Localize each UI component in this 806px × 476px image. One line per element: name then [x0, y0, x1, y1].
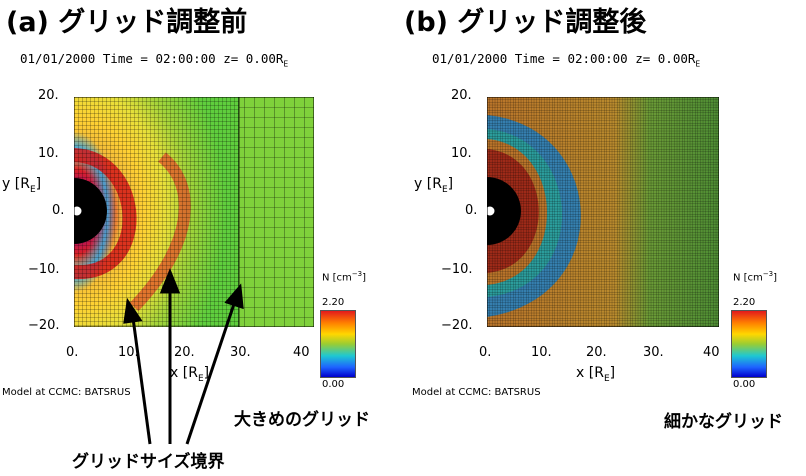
panel-b-ytick-5: −20.: [441, 318, 473, 333]
panel-b-xtick-2: 10.: [531, 345, 552, 360]
panel-a-credit: Model at CCMC: BATSRUS: [2, 387, 131, 398]
panel-a-colorbar-unit-text: N [cm: [322, 272, 352, 284]
panel-a-xlabel-text: x [R: [170, 365, 198, 381]
panel-a-xtick-1: 0.: [66, 345, 79, 360]
panel-b-ylabel-text: y [R: [414, 176, 442, 192]
panel-b-ytick-4: −10.: [441, 262, 473, 277]
panel-a-colorbar-max: 2.20: [322, 297, 345, 308]
panel-b-ylabel: y [RE]: [414, 176, 454, 195]
panel-b-colorbar-unit: N [cm−3]: [733, 270, 778, 284]
panel-b-xtick-4: 30.: [643, 345, 664, 360]
panel-b-ytick-3: 0.: [465, 203, 478, 218]
panel-b-z-sub: E: [695, 59, 701, 69]
panel-b-colorbar-min: 0.00: [733, 379, 756, 390]
panel-b-earth-marker: [487, 205, 496, 217]
panel-b-colorbar: [731, 310, 767, 378]
panel-b-date-time: 01/01/2000 Time = 02:00:00: [432, 51, 628, 66]
arrow-3-shaft: [185, 303, 236, 445]
panel-a-colorbar: [320, 310, 356, 378]
panel-b-plot: [487, 97, 719, 327]
panel-a-xtick-5: 40: [293, 345, 310, 360]
panel-b-xtick-1: 0.: [479, 345, 492, 360]
panel-a-earth: [74, 178, 107, 244]
panel-b-xlabel-sub: E: [603, 373, 610, 384]
panel-b-ytick-1: 20.: [451, 88, 472, 103]
panel-a-xtick-3: 20.: [174, 345, 195, 360]
annotation-coarse-grid: 大きめのグリッド: [234, 410, 370, 430]
annotation-fine-grid: 細かなグリッド: [664, 412, 783, 432]
panel-a-colorbar-min: 0.00: [322, 379, 345, 390]
panel-a-ytick-4: −10.: [28, 262, 60, 277]
panel-a-ylabel-sub: E: [29, 184, 36, 195]
panel-a-title: (a) グリッド調整前: [6, 7, 248, 38]
panel-b-ytick-2: 10.: [451, 146, 472, 161]
arrow-1-shaft: [131, 317, 152, 445]
panel-a-ylabel-text: y [R: [2, 176, 30, 192]
panel-a-xlabel: x [RE]: [170, 365, 210, 384]
panel-a-z-label: z= 0.00R: [223, 51, 284, 66]
panel-a-colorbar-unit-sup: −3: [351, 270, 363, 278]
arrow-2-head: [159, 267, 181, 294]
panel-b-title: (b) グリッド調整後: [404, 7, 647, 38]
panel-a-earth-marker: [74, 205, 83, 217]
panel-a-ytick-3: 0.: [52, 203, 65, 218]
panel-a-xtick-2: 10.: [118, 345, 139, 360]
panel-a-ytick-2: 10.: [38, 146, 59, 161]
panel-a-ytick-5: −20.: [28, 318, 60, 333]
arrow-3-head: [224, 283, 244, 310]
panel-b-xlabel-text: x [R: [576, 365, 604, 381]
panel-a-ytick-1: 20.: [38, 88, 59, 103]
annotation-grid-boundary: グリッドサイズ境界: [72, 452, 225, 472]
panel-a-date-time: 01/01/2000 Time = 02:00:00: [20, 51, 216, 66]
panel-a-plot: [74, 97, 314, 327]
arrow-1-head: [123, 297, 143, 324]
panel-b-z-label: z= 0.00R: [635, 51, 696, 66]
panel-b-fine-grid: [487, 97, 719, 327]
panel-a-z-sub: E: [283, 59, 289, 69]
panel-a-colorbar-unit: N [cm−3]: [322, 270, 367, 284]
panel-a-subtitle: 01/01/2000 Time = 02:00:00 z= 0.00RE: [20, 51, 288, 69]
panel-b-credit: Model at CCMC: BATSRUS: [412, 387, 541, 398]
panel-a-xlabel-sub: E: [197, 373, 204, 384]
panel-b-xtick-5: 40: [703, 345, 720, 360]
panel-b-ylabel-sub: E: [441, 184, 448, 195]
panel-b-xlabel: x [RE]: [576, 365, 616, 384]
panel-b-xtick-3: 20.: [586, 345, 607, 360]
panel-b-subtitle: 01/01/2000 Time = 02:00:00 z= 0.00RE: [432, 51, 700, 69]
panel-b-earth: [487, 177, 521, 245]
panel-a-xtick-4: 30.: [230, 345, 251, 360]
panel-b-colorbar-unit-sup: −3: [762, 270, 774, 278]
panel-b-colorbar-max: 2.20: [733, 297, 756, 308]
panel-b-colorbar-unit-text: N [cm: [733, 272, 763, 284]
panel-a-coarse-grid: [239, 97, 314, 327]
panel-a-ylabel: y [RE]: [2, 176, 42, 195]
